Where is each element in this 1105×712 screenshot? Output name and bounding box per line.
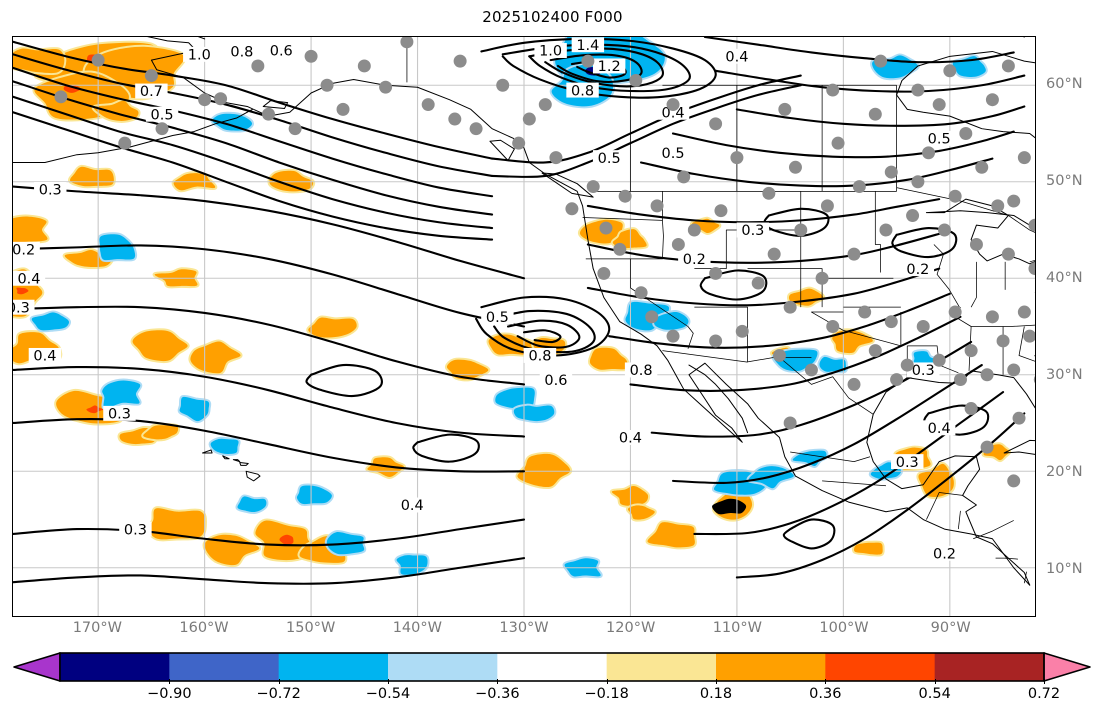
svg-text:0.3: 0.3 [13,300,30,316]
colorbar-tick-label-1: −0.72 [256,686,301,702]
svg-text:0.2: 0.2 [13,242,35,258]
colorbar-tickmark-5 [716,679,717,684]
colorbar-tick-label-7: 0.54 [918,686,951,702]
svg-text:0.4: 0.4 [33,349,56,365]
colorbar-band-6 [606,653,717,681]
svg-text:0.3: 0.3 [912,363,935,379]
lat-tick-label-4: 20°N [1046,463,1083,480]
colorbar-over-arrow [1043,652,1091,682]
svg-text:0.5: 0.5 [486,310,509,326]
colorbar-tickmark-8 [1044,679,1045,684]
colorbar[interactable] [12,652,1092,682]
colorbar-svg [13,652,1091,682]
svg-text:0.6: 0.6 [544,373,567,389]
svg-text:0.4: 0.4 [17,271,40,287]
lon-tick-label-4: 130°W [499,620,549,636]
colorbar-band-4 [388,653,498,681]
colorbar-band-5 [497,653,608,681]
lat-tick-label-2: 40°N [1046,270,1083,287]
contour-labels: 1.0 0.8 0.6 0.3 0.7 0.5 1.4 1.2 1.0 0.8 0.4 0.5 0.5 0… [13,37,961,562]
svg-text:0.5: 0.5 [928,132,951,148]
colorbar-tick-label-2: −0.54 [365,686,411,702]
svg-text:0.8: 0.8 [230,45,253,61]
lon-tick-label-1: 160°W [179,620,229,636]
colorbar-tickmark-7 [934,679,936,684]
svg-text:1.4: 1.4 [576,38,599,54]
map-svg: 1.0 0.8 0.6 0.3 0.7 0.5 1.4 1.2 1.0 0.8 0.4 0.5 0.5 0… [13,37,1035,616]
lon-tick-label-7: 100°W [819,620,869,636]
colorbar-tick-label-8: 0.72 [1027,686,1061,702]
svg-text:0.5: 0.5 [151,107,174,123]
svg-text:0.4: 0.4 [619,431,642,447]
svg-text:0.3: 0.3 [39,183,62,199]
observation-stations [54,37,1035,488]
lat-tick-label-1: 50°N [1046,173,1083,190]
lat-tick-label-0: 60°N [1046,76,1083,93]
colorbar-tickmark-0 [169,679,171,684]
colorbar-band-9 [934,653,1045,681]
colorbar-tick-label-3: −0.36 [475,686,520,702]
colorbar-band-7 [716,653,826,681]
lon-tick-label-3: 140°W [392,620,442,636]
lat-tick-label-5: 10°N [1046,560,1083,577]
colorbar-band-3 [278,653,389,681]
colorbar-band-2 [169,653,280,681]
svg-text:0.4: 0.4 [928,421,951,437]
svg-text:0.8: 0.8 [571,83,594,99]
svg-text:0.5: 0.5 [598,151,621,167]
colorbar-tick-label-4: −0.18 [584,686,629,702]
svg-text:0.5: 0.5 [662,146,685,162]
svg-text:0.4: 0.4 [725,49,748,65]
colorbar-tickmark-2 [388,679,389,684]
svg-text:0.3: 0.3 [108,407,131,423]
colorbar-tickmark-6 [825,679,827,684]
svg-text:1.2: 1.2 [598,59,621,75]
svg-text:0.2: 0.2 [906,262,929,278]
colorbar-tick-label-0: −0.90 [147,686,192,702]
colorbar-tickmark-1 [278,679,280,684]
colorbar-tickmark-4 [606,679,608,684]
lon-tick-label-5: 120°W [606,620,656,636]
lat-tick-label-3: 30°N [1046,366,1083,383]
page-title: 2025102400 F000 [482,8,623,26]
colorbar-band-8 [825,653,936,681]
colorbar-tick-label-6: 0.36 [809,686,842,702]
svg-text:0.6: 0.6 [270,44,293,60]
lon-tick-label-2: 150°W [286,620,336,636]
svg-text:0.4: 0.4 [401,498,424,514]
svg-text:0.7: 0.7 [140,84,163,100]
svg-text:0.3: 0.3 [741,223,764,239]
svg-text:0.8: 0.8 [528,349,551,365]
svg-text:0.4: 0.4 [662,105,685,121]
lon-tick-label-6: 110°W [712,620,762,636]
svg-text:0.2: 0.2 [683,252,706,268]
colorbar-band-1 [60,653,170,681]
svg-text:0.3: 0.3 [124,522,147,538]
map-panel[interactable]: 1.0 0.8 0.6 0.3 0.7 0.5 1.4 1.2 1.0 0.8 0.4 0.5 0.5 0… [12,36,1036,617]
colorbar-tick-label-5: 0.18 [699,686,733,702]
lon-tick-label-0: 170°W [72,620,122,636]
lon-tick-label-8: 90°W [930,620,971,636]
svg-text:0.3: 0.3 [896,455,919,471]
colorbar-tickmark-3 [497,679,499,684]
svg-text:0.8: 0.8 [630,363,653,379]
svg-text:0.2: 0.2 [933,546,956,562]
coastlines-and-borders [13,37,1035,586]
colorbar-under-arrow [13,652,61,682]
svg-text:1.0: 1.0 [188,48,211,64]
svg-text:1.0: 1.0 [539,44,562,60]
